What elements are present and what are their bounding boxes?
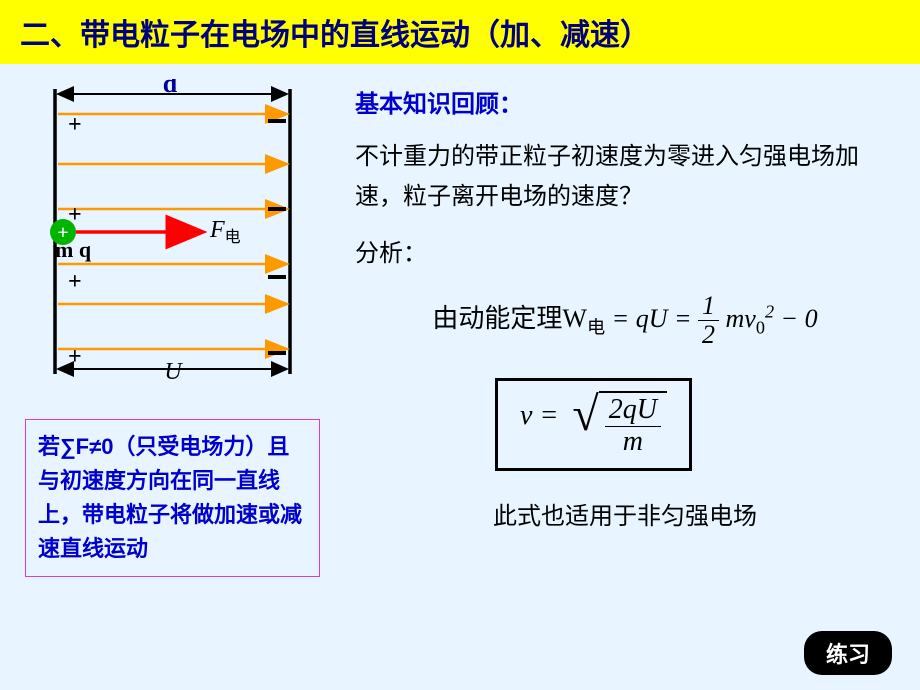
exercise-button[interactable]: 练习 — [804, 631, 892, 675]
content-area: d + + + + + F电 m q — [0, 64, 920, 577]
question-text: 不计重力的带正粒子初速度为零进入匀强电场加速，粒子离开电场的速度？ — [355, 137, 895, 216]
svg-text:F电: F电 — [209, 217, 241, 246]
conclusion-text: 此式也适用于非匀强电场 — [355, 496, 895, 531]
svg-text:+: + — [68, 269, 82, 295]
field-diagram: d + + + + + F电 m q — [25, 79, 315, 389]
section-title: 二、带电粒子在电场中的直线运动（加、减速） — [0, 0, 920, 64]
u-label: U — [164, 359, 183, 385]
subtitle: 基本知识回顾： — [355, 84, 895, 119]
svg-text:+: + — [68, 112, 82, 138]
left-column: d + + + + + F电 m q — [25, 79, 325, 577]
result-formula: v = √ 2qU m — [495, 378, 692, 471]
derivation-formula: 由动能定理W电 = qU = 12 mv02 − 0 — [355, 292, 895, 350]
svg-text:+: + — [68, 344, 82, 370]
note-box: 若∑F≠0（只受电场力）且与初速度方向在同一直线上，带电粒子将做加速或减速直线运… — [25, 419, 320, 577]
d-label: d — [163, 79, 178, 98]
right-column: 基本知识回顾： 不计重力的带正粒子初速度为零进入匀强电场加速，粒子离开电场的速度… — [355, 79, 895, 577]
analysis-label: 分析： — [355, 234, 895, 274]
mq-label: m q — [55, 237, 92, 262]
